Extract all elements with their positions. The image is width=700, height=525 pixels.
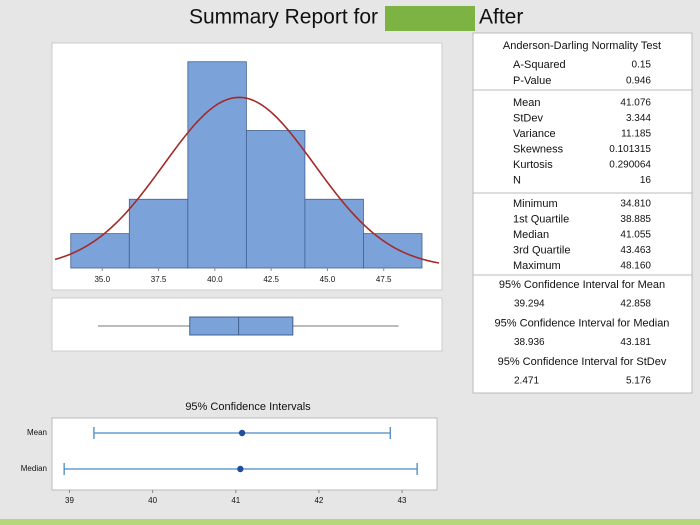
x-tick-label: 42.5 (263, 275, 279, 284)
x-tick-label: 40.0 (207, 275, 223, 284)
stat-value: 3.344 (626, 113, 651, 124)
bar (304, 198, 364, 269)
y-tick-label: Median (21, 464, 47, 473)
x-tick-label: 39 (65, 496, 74, 505)
x-tick-label: 47.5 (376, 275, 392, 284)
stat-label: Skewness (513, 143, 564, 155)
interval-title: 95% Confidence Intervals (185, 401, 311, 413)
bar (363, 233, 423, 269)
stats-panel (472, 32, 693, 394)
test-title: Anderson-Darling Normality Test (503, 40, 661, 52)
stat-value: 0.101315 (609, 144, 651, 155)
bar (187, 61, 247, 269)
interval-high: 43.181 (620, 337, 651, 348)
x-tick-label: 41 (231, 496, 240, 505)
bar (128, 198, 189, 269)
stat-label: Minimum (513, 198, 558, 210)
stat-value: 0.946 (626, 76, 651, 87)
x-tick-label: 45.0 (320, 275, 336, 284)
stat-label: Maximum (513, 260, 561, 272)
interval-heading: 95% Confidence Interval for StDev (498, 356, 667, 368)
stat-label: Variance (513, 128, 556, 140)
title-lead: Summary Report for (189, 6, 378, 29)
interval-low: 39.294 (514, 299, 545, 310)
stat-value: 16 (640, 175, 652, 186)
stat-label: N (513, 174, 521, 186)
normal-fit (54, 96, 440, 264)
stat-label: Median (513, 229, 549, 241)
stat-value: 11.185 (621, 129, 651, 140)
interval-low: 2.471 (514, 376, 539, 387)
interval-high: 42.858 (620, 299, 651, 310)
x-tick-label: 35.0 (94, 275, 110, 284)
stat-value: 38.885 (620, 214, 651, 225)
stat-value: 48.160 (620, 261, 651, 272)
stat-value: 34.810 (620, 199, 651, 210)
title-tail: After (479, 6, 523, 29)
redaction (385, 6, 475, 31)
y-tick-label: Mean (27, 428, 47, 437)
stat-value: 0.290064 (609, 160, 651, 171)
estimate (238, 429, 246, 437)
estimate (237, 465, 244, 473)
interval-panel (51, 417, 438, 491)
stat-label: 3rd Quartile (513, 244, 570, 256)
stat-label: A-Squared (513, 59, 566, 71)
stat-value: 0.15 (632, 60, 652, 71)
stat-value: 41.055 (620, 230, 651, 241)
interval-high: 5.176 (626, 376, 651, 387)
interval-heading: 95% Confidence Interval for Median (495, 317, 670, 329)
box (189, 316, 294, 336)
stat-label: StDev (513, 112, 543, 124)
x-tick-label: 37.5 (151, 275, 167, 284)
stat-value: 41.076 (620, 98, 651, 109)
bar (70, 233, 130, 269)
stat-value: 43.463 (620, 245, 651, 256)
interval-low: 38.936 (514, 337, 545, 348)
x-tick-label: 40 (148, 496, 157, 505)
stat-label: Kurtosis (513, 159, 553, 171)
stat-label: 1st Quartile (513, 213, 569, 225)
stat-label: Mean (513, 97, 541, 109)
bar (245, 130, 306, 269)
x-tick-label: 43 (398, 496, 407, 505)
stat-label: P-Value (513, 75, 551, 87)
interval-heading: 95% Confidence Interval for Mean (499, 279, 665, 291)
x-tick-label: 42 (314, 496, 323, 505)
bottom-bar (0, 519, 700, 525)
